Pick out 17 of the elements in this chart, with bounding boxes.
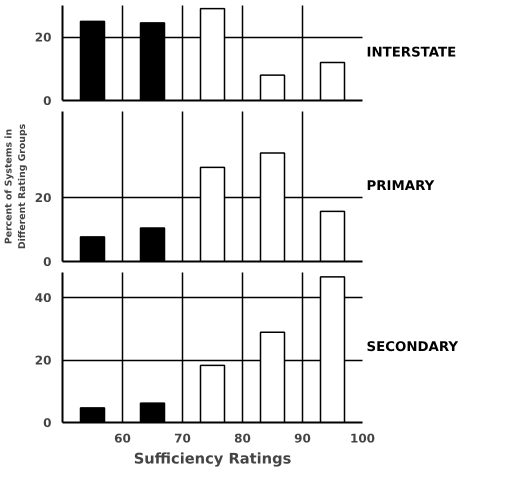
x-tick-label: 90 (294, 432, 311, 446)
x-tick-label: 70 (174, 432, 191, 446)
text: SECONDARY (366, 340, 458, 355)
x-tick-label: 100 (350, 432, 376, 446)
y-tick-label: 40 (34, 291, 52, 305)
y-tick-label: 20 (34, 354, 52, 368)
x-tick-label: 60 (114, 432, 131, 446)
y-tick-label: 20 (34, 191, 52, 206)
y-tick-label: 0 (43, 255, 52, 269)
y-axis-title: Percent of Systems in Different Rating Groups (4, 123, 28, 250)
y-tick-label: 0 (43, 416, 52, 430)
y-tick-label: 0 (43, 94, 52, 108)
x-axis-title: Sufficiency Ratings (134, 450, 292, 468)
x-tick-label: 80 (234, 432, 251, 446)
text: PRIMARY (366, 179, 435, 194)
y-tick-label: 20 (34, 30, 52, 45)
text: INTERSTATE (366, 46, 456, 60)
